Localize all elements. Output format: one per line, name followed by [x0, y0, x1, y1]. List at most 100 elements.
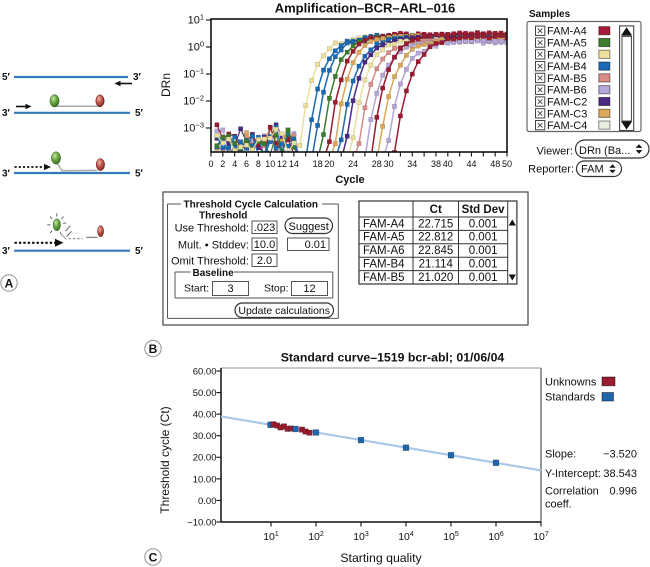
svg-text:22.812: 22.812 — [418, 232, 453, 244]
svg-text:A: A — [5, 276, 14, 290]
svg-text:14: 14 — [289, 159, 299, 169]
svg-text:coeff.: coeff. — [545, 499, 572, 511]
svg-text:Starting quality: Starting quality — [340, 551, 422, 565]
svg-text:100: 100 — [188, 40, 204, 54]
svg-text:104: 104 — [398, 531, 414, 543]
svg-text:Viewer:: Viewer: — [537, 146, 573, 158]
svg-text:8: 8 — [256, 159, 261, 169]
svg-text:5′: 5′ — [2, 72, 11, 83]
svg-text:DRn: DRn — [159, 73, 173, 97]
svg-text:FAM-A5: FAM-A5 — [547, 38, 587, 50]
svg-text:12: 12 — [277, 159, 287, 169]
svg-text:Threshold Cycle Calculation: Threshold Cycle Calculation — [184, 200, 318, 211]
svg-text:22.845: 22.845 — [418, 245, 453, 257]
svg-text:FAM-C4: FAM-C4 — [547, 120, 587, 132]
svg-text:FAM-B4: FAM-B4 — [363, 259, 405, 271]
svg-text:B: B — [149, 342, 158, 356]
svg-text:3′: 3′ — [2, 169, 11, 180]
svg-text:28: 28 — [372, 159, 382, 169]
svg-text:24: 24 — [348, 159, 358, 169]
svg-text:Y-Intercept:: Y-Intercept: — [545, 468, 601, 480]
svg-text:Stop:: Stop: — [264, 283, 289, 295]
svg-text:DRn (Ba...: DRn (Ba... — [579, 145, 630, 157]
svg-text:38: 38 — [431, 159, 441, 169]
svg-text:105: 105 — [443, 531, 459, 543]
svg-text:Update calculations: Update calculations — [238, 305, 330, 317]
svg-text:10.00: 10.00 — [193, 474, 217, 485]
svg-text:Reporter:: Reporter: — [528, 164, 574, 176]
svg-text:Cycle: Cycle — [335, 174, 364, 186]
svg-text:10−1: 10−1 — [183, 67, 204, 81]
svg-text:5′: 5′ — [135, 169, 144, 180]
svg-text:48: 48 — [490, 159, 500, 169]
svg-text:21.020: 21.020 — [418, 272, 453, 284]
svg-text:38.543: 38.543 — [603, 468, 637, 480]
svg-text:0.001: 0.001 — [469, 272, 498, 284]
svg-text:FAM: FAM — [581, 164, 604, 176]
svg-text:FAM-A6: FAM-A6 — [547, 49, 587, 61]
svg-text:Standards: Standards — [545, 392, 596, 404]
svg-text:22.715: 22.715 — [418, 218, 453, 230]
svg-text:Suggest: Suggest — [289, 221, 329, 233]
svg-text:20: 20 — [324, 159, 334, 169]
svg-text:0.001: 0.001 — [469, 218, 498, 230]
svg-text:FAM-A5: FAM-A5 — [363, 232, 405, 244]
svg-text:0.001: 0.001 — [469, 232, 498, 244]
svg-text:FAM-A4: FAM-A4 — [363, 218, 405, 230]
svg-text:Standard curve–1519 bcr-abl; 0: Standard curve–1519 bcr-abl; 01/06/04 — [281, 351, 505, 365]
svg-text:Omit Threshold:: Omit Threshold: — [171, 256, 249, 268]
svg-text:Threshold: Threshold — [199, 211, 247, 222]
svg-text:Unknowns: Unknowns — [545, 377, 597, 389]
svg-text:Start:: Start: — [184, 283, 209, 295]
svg-text:107: 107 — [533, 531, 549, 543]
svg-text:Samples: Samples — [529, 9, 571, 20]
svg-text:Use Threshold:: Use Threshold: — [175, 223, 249, 235]
svg-text:Correlation: Correlation — [545, 486, 599, 498]
svg-text:30.00: 30.00 — [193, 431, 217, 442]
svg-text:FAM-B5: FAM-B5 — [363, 272, 405, 284]
svg-text:0: 0 — [208, 159, 213, 169]
svg-text:60.00: 60.00 — [193, 366, 217, 377]
svg-text:3′: 3′ — [2, 108, 11, 119]
svg-text:18: 18 — [313, 159, 323, 169]
svg-text:6: 6 — [244, 159, 249, 169]
svg-text:0.001: 0.001 — [469, 245, 498, 257]
svg-text:−10.00: −10.00 — [187, 517, 216, 528]
svg-text:0.01: 0.01 — [305, 239, 326, 251]
svg-text:0.00: 0.00 — [198, 496, 217, 507]
svg-text:Amplification–BCR–ARL–016: Amplification–BCR–ARL–016 — [275, 1, 456, 16]
svg-text:Std Dev: Std Dev — [462, 204, 505, 216]
svg-text:3′: 3′ — [133, 72, 142, 83]
svg-text:34: 34 — [407, 159, 417, 169]
svg-text:40.00: 40.00 — [193, 410, 217, 421]
svg-text:FAM-A6: FAM-A6 — [363, 245, 405, 257]
svg-text:4: 4 — [232, 159, 237, 169]
svg-text:Slope:: Slope: — [545, 449, 576, 461]
svg-text:FAM-C2: FAM-C2 — [547, 97, 587, 109]
svg-text:101: 101 — [188, 13, 204, 27]
svg-text:10−2: 10−2 — [183, 94, 204, 108]
svg-text:FAM-A4: FAM-A4 — [547, 26, 587, 38]
svg-text:Ct: Ct — [430, 204, 442, 216]
svg-text:2.0: 2.0 — [257, 255, 272, 267]
svg-text:50.00: 50.00 — [193, 388, 217, 399]
svg-text:FAM-B4: FAM-B4 — [547, 61, 587, 73]
svg-text:2: 2 — [220, 159, 225, 169]
svg-text:10.0: 10.0 — [254, 239, 275, 251]
svg-text:106: 106 — [488, 531, 504, 543]
svg-text:0.001: 0.001 — [469, 259, 498, 271]
svg-text:Mult. • Stddev:: Mult. • Stddev: — [178, 240, 249, 252]
svg-text:102: 102 — [308, 531, 324, 543]
svg-text:50: 50 — [502, 159, 512, 169]
svg-text:FAM-C3: FAM-C3 — [547, 108, 587, 120]
svg-text:3: 3 — [227, 283, 233, 295]
svg-text:Baseline: Baseline — [193, 268, 235, 279]
svg-text:5′: 5′ — [135, 108, 144, 119]
svg-text:30: 30 — [384, 159, 394, 169]
svg-text:C: C — [149, 550, 158, 564]
svg-text:40: 40 — [443, 159, 453, 169]
svg-text:10−3: 10−3 — [183, 121, 204, 135]
svg-text:.023: .023 — [254, 222, 275, 234]
svg-text:3′: 3′ — [2, 246, 11, 257]
svg-text:12: 12 — [303, 283, 315, 295]
